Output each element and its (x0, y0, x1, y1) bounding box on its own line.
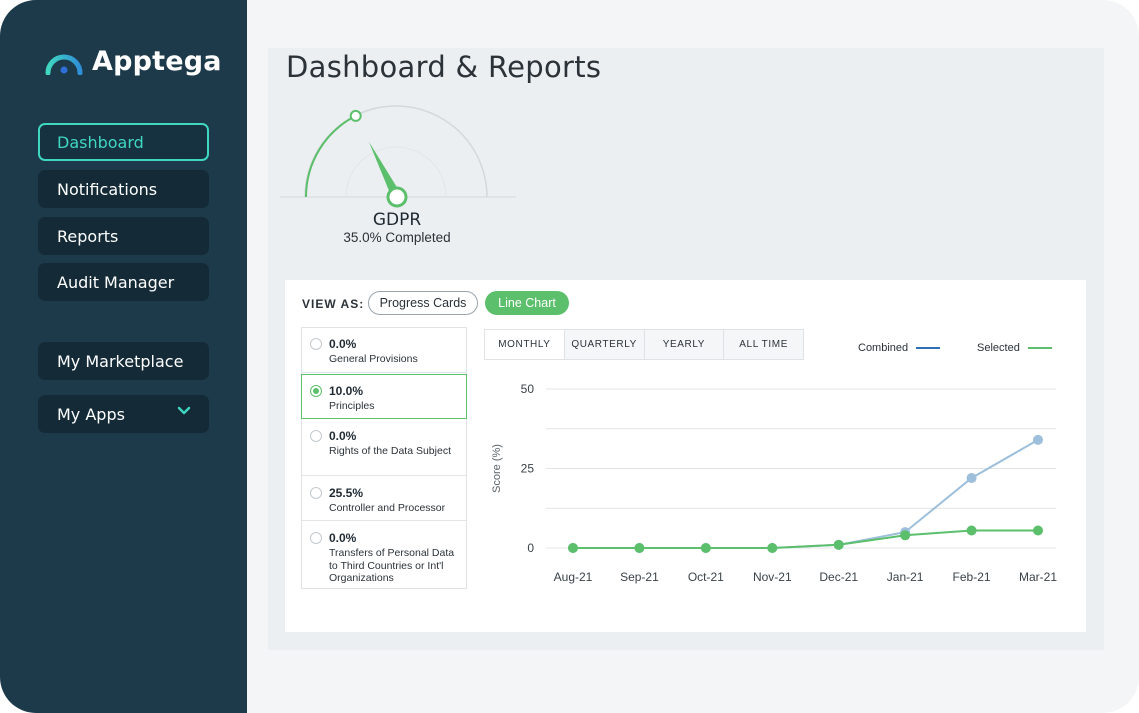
chevron-down-icon[interactable] (177, 406, 191, 416)
sidebar-item-label: Reports (57, 226, 119, 246)
data-point-combined (1033, 434, 1043, 445)
radio-button[interactable] (310, 430, 322, 442)
sidebar-item-label: My Marketplace (57, 351, 184, 371)
sidebar-item-dashboard[interactable]: Dashboard (38, 123, 209, 161)
category-percent: 0.0% (329, 337, 357, 351)
sidebar-item-my-apps[interactable]: My Apps (38, 395, 209, 433)
category-percent: 0.0% (329, 429, 357, 443)
x-tick-label: Sep-21 (620, 570, 659, 584)
app-name: Apptega (92, 46, 222, 77)
sidebar-item-my-marketplace[interactable]: My Marketplace (38, 342, 209, 380)
x-tick-label: Jan-21 (887, 570, 924, 584)
progress-cards-toggle[interactable]: Progress Cards (368, 291, 478, 315)
data-point-selected (833, 539, 844, 550)
app-logo[interactable]: Apptega (44, 46, 222, 77)
category-percent: 25.5% (329, 486, 364, 500)
page-title: Dashboard & Reports (286, 50, 602, 84)
tab-quarterly[interactable]: QUARTERLY (564, 330, 645, 359)
category-percent: 0.0% (329, 531, 357, 545)
apptega-logo-icon (45, 54, 83, 75)
y-tick-label: 50 (521, 382, 535, 396)
legend-label: Combined (858, 342, 909, 354)
view-as-label: VIEW AS: (302, 297, 365, 311)
data-point-selected (767, 543, 778, 553)
category-item-general-provisions[interactable]: 0.0% General Provisions (302, 328, 466, 373)
category-list: 0.0% General Provisions 10.0% Principles… (301, 327, 467, 589)
sidebar-item-notifications[interactable]: Notifications (38, 170, 209, 208)
data-point-selected (700, 543, 711, 553)
data-point-selected (634, 543, 645, 553)
line-chart-toggle[interactable]: Line Chart (485, 291, 569, 315)
gauge-track (304, 105, 488, 198)
data-point-selected (966, 525, 977, 536)
radio-button[interactable] (310, 532, 322, 544)
data-point-selected (568, 543, 578, 553)
category-name: Principles (329, 400, 375, 412)
series-line-selected (573, 529, 1038, 549)
category-percent: 10.0% (329, 384, 364, 398)
legend-swatch (1027, 347, 1052, 349)
y-tick-label: 0 (527, 541, 534, 555)
category-name: Rights of the Data Subject (329, 445, 451, 457)
tab-yearly[interactable]: YEARLY (644, 330, 725, 359)
legend-label: Selected (977, 342, 1020, 354)
score-line-chart: 0 25 50 Score (%) Aug-21 Sep-21 Oct-21 Nov-21 De… (491, 382, 1057, 584)
category-name: General Provisions (329, 353, 418, 365)
x-tick-label: Dec-21 (819, 570, 858, 584)
x-tick-label: Mar-21 (1019, 570, 1057, 584)
data-point-selected (900, 530, 911, 541)
sidebar-item-label: Dashboard (57, 132, 144, 152)
y-tick-label: 25 (521, 462, 535, 476)
x-tick-label: Aug-21 (554, 570, 593, 584)
framework-name: GDPR (372, 210, 422, 230)
radio-button[interactable] (310, 385, 322, 397)
sidebar-item-label: Audit Manager (57, 272, 175, 292)
x-tick-label: Nov-21 (753, 570, 792, 584)
tab-monthly[interactable]: MONTHLY (485, 330, 565, 359)
gauge-needle (368, 141, 402, 200)
period-tabs: MONTHLY QUARTERLY YEARLY ALL TIME (484, 329, 804, 360)
data-point-selected (1033, 525, 1043, 536)
category-name: Transfers of Personal Data to Third Coun… (329, 547, 455, 584)
radio-button[interactable] (310, 487, 322, 499)
sidebar-item-label: Notifications (57, 179, 158, 199)
sidebar-item-reports[interactable]: Reports (38, 217, 209, 255)
sidebar-item-audit-manager[interactable]: Audit Manager (38, 263, 209, 301)
completion-text: 35.0% Completed (343, 230, 451, 245)
progress-gauge (280, 105, 516, 208)
gauge-inner-ring (345, 146, 447, 198)
legend-combined: Combined (858, 342, 941, 354)
gauge-progress-arc (305, 115, 357, 198)
x-tick-label: Oct-21 (688, 570, 724, 584)
category-item-rights-of-data-subject[interactable]: 0.0% Rights of the Data Subject (302, 420, 466, 476)
gauge-progress-marker (349, 109, 362, 122)
legend-swatch (916, 347, 941, 349)
category-item-principles[interactable]: 10.0% Principles (301, 374, 467, 419)
category-name: Controller and Processor (329, 502, 446, 514)
category-item-controller-processor[interactable]: 25.5% Controller and Processor (302, 477, 466, 521)
radio-button[interactable] (310, 338, 322, 350)
category-item-transfers[interactable]: 0.0% Transfers of Personal Data to Third… (302, 522, 466, 588)
sidebar: Apptega Dashboard Notifications Reports … (0, 0, 247, 713)
sidebar-item-label: My Apps (57, 404, 125, 424)
tab-all-time[interactable]: ALL TIME (724, 330, 803, 359)
y-axis-label: Score (%) (491, 444, 503, 493)
gauge-pivot (386, 186, 408, 208)
legend-selected: Selected (977, 342, 1052, 354)
data-point-combined (966, 473, 977, 484)
x-tick-label: Feb-21 (953, 570, 991, 584)
